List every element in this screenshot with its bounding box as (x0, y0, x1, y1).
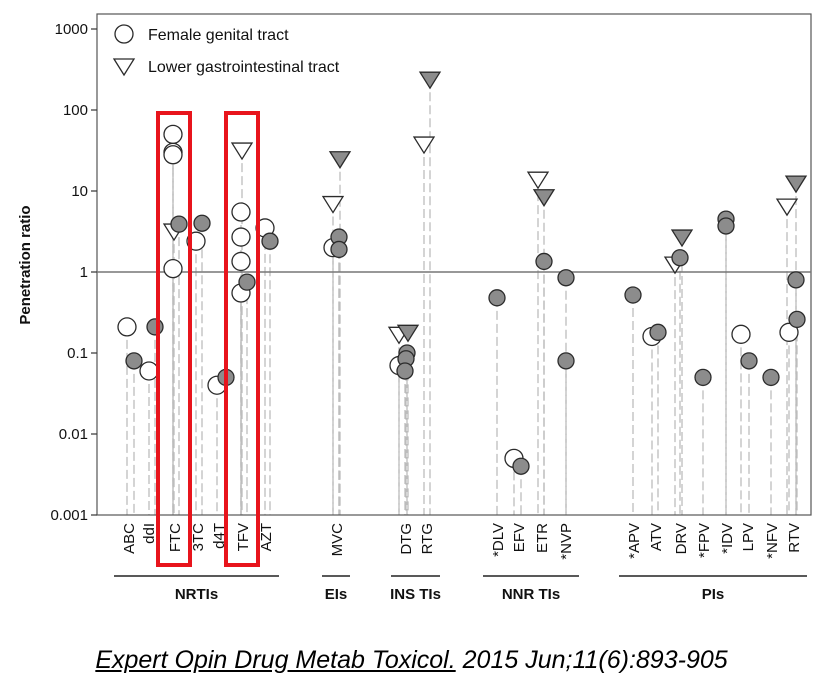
point-ftc-fgt (164, 125, 182, 143)
point-abc-fgt (118, 318, 136, 336)
legend: Female genital tract Lower gastrointestin… (114, 25, 340, 76)
legend-triangle-marker (114, 59, 134, 75)
point-ddi-fgt (140, 362, 158, 380)
point-lpv-fgt (732, 325, 750, 343)
point-lpv-fgt (741, 353, 757, 369)
point-rtg-lgit (420, 72, 440, 88)
point-dtg-fgt (397, 363, 413, 379)
point-abc-fgt (126, 353, 142, 369)
point-etr-lgit (528, 172, 548, 188)
point-3tc-fgt (194, 215, 210, 231)
point-tfv-fgt (232, 203, 250, 221)
point-star-nvp-fgt (558, 270, 574, 286)
y-axis-label: Penetration ratio (17, 205, 34, 324)
x-tick-label-dtg: DTG (398, 523, 415, 555)
penetration-ratio-chart: 0.001 0.01 0.1 1 10 100 1000 Penetration ratio… (0, 0, 823, 640)
x-tick-label-star-nfv: *NFV (764, 523, 781, 559)
x-tick-label-star-dlv: *DLV (490, 523, 507, 557)
x-tick-label-star-fpv: *FPV (696, 523, 713, 558)
point-star-apv-fgt (625, 287, 641, 303)
y-tick-label: 0.001 (50, 507, 88, 524)
x-tick-label-tfv: TFV (235, 523, 252, 551)
citation-details: 2015 Jun;11(6):893-905 (463, 646, 728, 674)
x-tick-label-azt: AZT (258, 523, 275, 551)
x-tick-label-abc: ABC (121, 523, 138, 554)
y-tick-label: 10 (71, 183, 88, 200)
x-axis: ABC ddI FTC 3TC d4T TFV AZT MVC DTG RTG *DLV EFV ETR… (121, 523, 803, 560)
y-axis: 0.001 0.01 0.1 1 10 100 1000 (50, 21, 97, 524)
point-tfv-lgit (232, 143, 252, 159)
plot-frame (97, 14, 811, 515)
x-tick-label-3tc: 3TC (190, 523, 207, 552)
point-drv-lgit (672, 230, 692, 246)
point-etr-fgt (536, 253, 552, 269)
point-star-idv-fgt (718, 218, 734, 234)
x-tick-label-efv: EFV (511, 523, 528, 552)
x-tick-label-atv: ATV (648, 523, 665, 551)
x-tick-label-lpv: LPV (740, 523, 757, 551)
group-label-eis: EIs (325, 586, 348, 603)
y-tick-label: 0.1 (67, 345, 88, 362)
legend-label: Lower gastrointestinal tract (148, 59, 340, 76)
group-label-ins-tis: INS TIs (390, 586, 441, 603)
y-tick-label: 1 (80, 264, 88, 281)
data-points (118, 72, 806, 474)
point-efv-fgt (513, 458, 529, 474)
point-azt-fgt (262, 233, 278, 249)
point-star-nvp-fgt (558, 353, 574, 369)
point-rtg-lgit (414, 137, 434, 153)
point-tfv-fgt (232, 228, 250, 246)
point-star-dlv-fgt (489, 290, 505, 306)
x-tick-label-drv: DRV (673, 523, 690, 554)
x-tick-label-etr: ETR (534, 523, 551, 553)
y-tick-label: 1000 (55, 21, 88, 38)
point-rtv-fgt (788, 272, 804, 288)
point-etr-lgit (534, 190, 554, 206)
x-tick-label-ddi: ddI (141, 523, 158, 544)
point-rtv-lgit (786, 176, 806, 192)
point-rtv-lgit (777, 199, 797, 215)
group-label-nnr-tis: NNR TIs (502, 586, 560, 603)
legend-label: Female genital tract (148, 27, 289, 44)
y-tick-label: 0.01 (59, 426, 88, 443)
group-label-pis: PIs (702, 586, 725, 603)
x-tick-label-mvc: MVC (329, 523, 346, 557)
x-tick-label-star-apv: *APV (626, 523, 643, 559)
point-ftc-fgt (164, 146, 182, 164)
point-tfv-fgt (232, 252, 250, 270)
x-tick-label-ftc: FTC (167, 523, 184, 552)
point-star-nfv-fgt (763, 369, 779, 385)
point-atv-fgt (650, 324, 666, 340)
citation-journal[interactable]: Expert Opin Drug Metab Toxicol. (95, 646, 455, 674)
x-tick-label-star-idv: *IDV (719, 523, 736, 554)
citation: Expert Opin Drug Metab Toxicol. 2015 Jun… (0, 646, 823, 675)
point-tfv-fgt (239, 274, 255, 290)
point-ftc-fgt (164, 260, 182, 278)
x-tick-label-rtv: RTV (786, 523, 803, 553)
legend-circle-marker (115, 25, 133, 43)
point-ddi-fgt (147, 319, 163, 335)
x-tick-label-d4t: d4T (211, 523, 228, 549)
point-star-fpv-fgt (695, 369, 711, 385)
point-ftc-fgt (171, 216, 187, 232)
point-drv-fgt (672, 250, 688, 266)
point-mvc-fgt (331, 241, 347, 257)
y-tick-label: 100 (63, 102, 88, 119)
x-tick-label-star-nvp: *NVP (558, 523, 575, 560)
x-tick-label-rtg: RTG (419, 523, 436, 554)
point-mvc-lgit (330, 152, 350, 168)
point-rtv-fgt (789, 311, 805, 327)
group-label-nrtis: NRTIs (175, 586, 218, 603)
drug-class-groups: NRTIs EIs INS TIs NNR TIs PIs (114, 576, 807, 603)
